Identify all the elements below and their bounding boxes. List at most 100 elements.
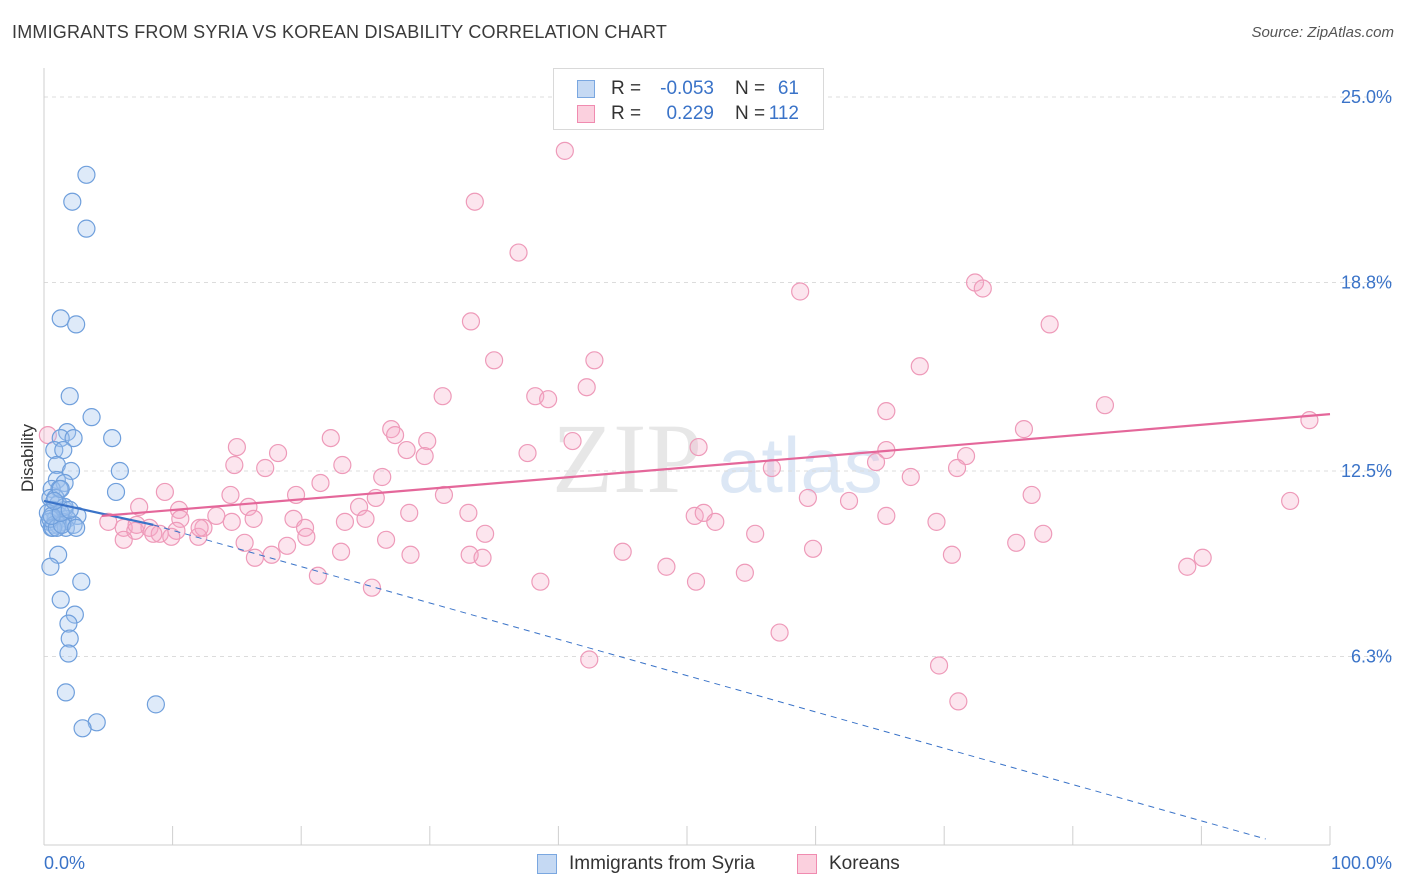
koreans-point (433, 387, 452, 406)
chart-source: Source: ZipAtlas.com (1251, 24, 1394, 41)
syria-point (41, 557, 60, 576)
syria-trendline (43, 499, 154, 526)
syria-point (67, 315, 86, 334)
syria-point (67, 518, 86, 537)
bottom-legend-swatch-syria (537, 854, 557, 874)
koreans-point (706, 512, 725, 531)
koreans-point (1300, 411, 1319, 430)
koreans-point (262, 545, 281, 564)
koreans-point (839, 491, 859, 511)
koreans-point (434, 485, 454, 505)
syria-point (77, 165, 96, 184)
bottom-legend-swatch-koreans (797, 854, 817, 874)
koreans-point (689, 437, 708, 457)
koreans-point (770, 623, 789, 642)
koreans-point (877, 402, 896, 421)
bottom-legend-label-koreans: Koreans (829, 853, 900, 874)
legend-box: R = -0.053 N = 61 R = 0.229 N = 112 (553, 68, 824, 130)
syria-point (106, 482, 126, 502)
koreans-point (509, 243, 528, 262)
y-axis-label: Disability (18, 423, 37, 492)
koreans-point (927, 512, 946, 531)
koreans-point (244, 509, 263, 528)
koreans-point (613, 542, 632, 561)
trendlines (43, 413, 1331, 840)
legend-row-syria: R = -0.053 N = 61 (554, 76, 823, 102)
koreans-point (947, 458, 967, 478)
syria-point (60, 387, 79, 406)
syria-point (65, 605, 84, 624)
legend-row-koreans: R = 0.229 N = 112 (554, 101, 823, 127)
syria-trendline-extension (153, 524, 1266, 840)
koreans-point (397, 440, 416, 460)
koreans-point (227, 437, 246, 457)
koreans-point (735, 563, 754, 582)
koreans-point (144, 524, 163, 543)
syria-point (63, 192, 82, 211)
koreans-point (207, 506, 226, 525)
koreans-point (798, 488, 817, 508)
koreans-point (563, 431, 582, 451)
syria-point (110, 461, 129, 481)
chart-title: IMMIGRANTS FROM SYRIA VS KOREAN DISABILI… (12, 22, 668, 42)
series-koreans-points (38, 141, 1319, 711)
syria-point (47, 518, 66, 537)
x-tick-label-min: 0.0% (44, 853, 85, 873)
koreans-point (791, 282, 810, 301)
koreans-point (1095, 396, 1115, 415)
legend-n-label: N = (735, 103, 766, 124)
watermark-zip: ZIP (552, 403, 702, 514)
legend-r-value: 0.229 (666, 103, 714, 124)
koreans-point (362, 578, 382, 597)
koreans-point (555, 141, 574, 160)
koreans-point (225, 455, 244, 475)
koreans-point (130, 497, 149, 517)
koreans-point (167, 521, 186, 540)
syria-point (59, 644, 78, 663)
koreans-point (580, 650, 599, 669)
y-tick-label: 25.0% (1341, 87, 1392, 107)
legend-n-label: N = (735, 78, 766, 99)
syria-point (56, 683, 75, 702)
legend-r-label: R = (611, 78, 642, 99)
koreans-point (1040, 315, 1059, 334)
legend-n-value: 112 (768, 103, 799, 124)
koreans-point (277, 536, 297, 555)
koreans-point (385, 425, 405, 445)
syria-point (60, 500, 79, 519)
koreans-point (373, 467, 392, 487)
koreans-point (459, 503, 478, 522)
koreans-point (1014, 420, 1034, 439)
koreans-point (333, 455, 352, 475)
koreans-point (746, 524, 765, 543)
koreans-point (401, 545, 420, 564)
syria-point (51, 309, 70, 328)
koreans-point (531, 572, 550, 591)
koreans-point (465, 192, 484, 211)
koreans-point (331, 542, 351, 561)
koreans-point (321, 428, 340, 448)
koreans-point (473, 548, 492, 567)
koreans-trendline (101, 413, 1331, 517)
syria-point (77, 219, 96, 238)
koreans-point (400, 503, 419, 522)
koreans-point (518, 443, 537, 463)
koreans-point (268, 443, 288, 463)
koreans-point (942, 545, 962, 564)
syria-point (82, 408, 101, 427)
syria-point (146, 695, 165, 714)
koreans-point (866, 452, 886, 472)
syria-point (73, 719, 92, 738)
legend-swatch-koreans (577, 105, 595, 123)
y-tick-label: 18.8% (1341, 273, 1392, 293)
koreans-point (1022, 485, 1041, 505)
koreans-point (539, 390, 558, 409)
koreans-point (1281, 491, 1300, 511)
syria-point (54, 440, 73, 460)
koreans-point (1178, 557, 1197, 576)
syria-point (64, 428, 83, 448)
koreans-point (311, 473, 330, 493)
koreans-point (901, 467, 920, 487)
syria-point (41, 509, 60, 528)
